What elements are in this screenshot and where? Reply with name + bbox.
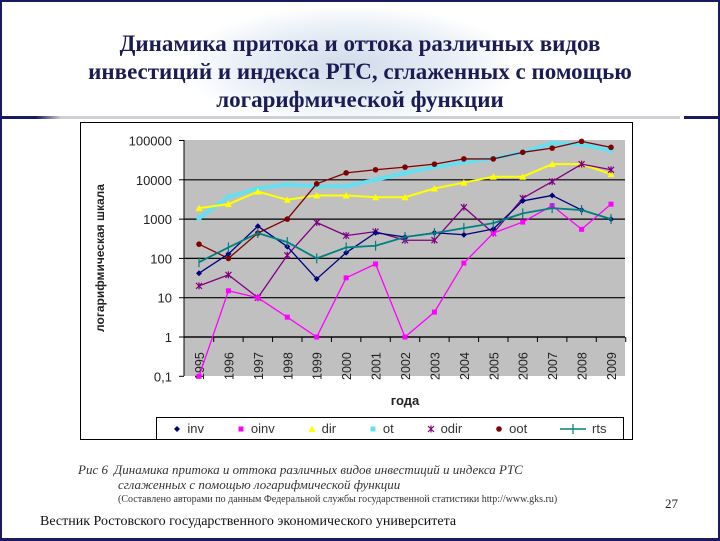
title-rule-left — [2, 116, 36, 119]
data-series — [195, 138, 615, 379]
legend-label: odir — [440, 421, 463, 436]
title-line-1: Динамика притока и оттока различных видо… — [119, 31, 601, 56]
legend-item-inv: inv — [173, 421, 204, 436]
dir-marker-icon — [308, 425, 316, 432]
legend-label: ot — [382, 421, 394, 436]
legend-item-rts: rts — [560, 421, 606, 436]
series-rts — [198, 203, 612, 268]
x-tick-label: 2006 — [517, 352, 531, 380]
title-rule-right — [684, 116, 718, 119]
x-tick-label: 2008 — [576, 352, 590, 380]
title-line-2: инвестиций и индекса РТС, сглаженных с п… — [88, 59, 632, 84]
legend-item-dir: dir — [308, 421, 336, 436]
x-tick-label: 1998 — [281, 352, 295, 380]
x-tick-label: 2005 — [487, 352, 501, 380]
rts-marker-icon — [560, 423, 587, 434]
caption-fig-label: Рис 6 — [78, 462, 108, 477]
legend-label: dir — [321, 421, 337, 436]
x-tick-label: 2004 — [458, 352, 472, 380]
legend-label: rts — [592, 421, 607, 436]
x-tick-label: 1999 — [311, 352, 325, 380]
slide-title: Динамика притока и оттока различных видо… — [40, 30, 680, 114]
x-tick-label: 1996 — [222, 352, 236, 380]
ot-marker-icon — [370, 426, 376, 431]
oot-marker-icon — [496, 425, 502, 432]
page-number: 27 — [665, 496, 678, 511]
x-tick-label: 2009 — [605, 352, 619, 380]
oinv-marker-icon — [238, 426, 244, 431]
legend-label: oinv — [250, 421, 275, 436]
odir-marker-icon — [427, 425, 435, 432]
y-tick-label: 100 — [150, 251, 172, 266]
figure-caption: Рис 6 Динамика притока и оттока различных… — [78, 462, 638, 507]
globe-background — [190, 8, 510, 123]
title-line-3: логарифмической функции — [216, 87, 504, 112]
caption-source: (Составлено авторами по данным Федеральн… — [118, 494, 558, 505]
legend-item-oot: oot — [495, 421, 527, 436]
title-rule — [60, 116, 680, 119]
y-tick-label: 0,1 — [154, 369, 172, 384]
x-tick-label: 1995 — [193, 352, 207, 380]
series-dir — [195, 160, 615, 212]
x-axis: 1995 1996 1997 1998 1999 2000 2001 2002 2003 2004… — [184, 336, 627, 380]
journal-footer: Вестник Ростовского государственного эко… — [40, 514, 457, 529]
y-tick-label: 100000 — [129, 134, 172, 149]
y-axis: 100000 10000 1000 100 10 1 0,1 — [129, 134, 185, 384]
y-axis-label: логарифмическая шкала — [93, 184, 107, 332]
caption-line-1: Динамика притока и оттока различных видо… — [113, 462, 523, 477]
series-oot — [196, 138, 614, 262]
chart-legend: inv oinv dir ot odir oot rts — [156, 417, 624, 440]
x-tick-label: 2007 — [546, 352, 560, 380]
y-tick-label: 1000 — [143, 212, 172, 227]
y-tick-label: 10000 — [136, 173, 172, 188]
x-tick-label: 2000 — [340, 352, 354, 380]
legend-label: inv — [187, 421, 205, 436]
y-tick-label: 10 — [158, 291, 172, 306]
title-rule-left-fade — [36, 116, 60, 119]
x-tick-label: 2001 — [370, 352, 384, 380]
caption-line-2: сглаженных с помощью логарифмической фун… — [118, 477, 401, 492]
legend-item-oinv: oinv — [237, 421, 275, 436]
y-tick-label: 1 — [165, 330, 172, 345]
x-axis-label: года — [391, 393, 420, 408]
legend-item-ot: ot — [369, 421, 394, 436]
inv-marker-icon — [174, 425, 181, 432]
x-tick-label: 2002 — [399, 352, 413, 380]
legend-item-odir: odir — [427, 421, 463, 436]
legend-label: oot — [509, 421, 528, 436]
x-tick-label: 1997 — [252, 352, 266, 380]
x-tick-label: 2003 — [428, 352, 442, 380]
